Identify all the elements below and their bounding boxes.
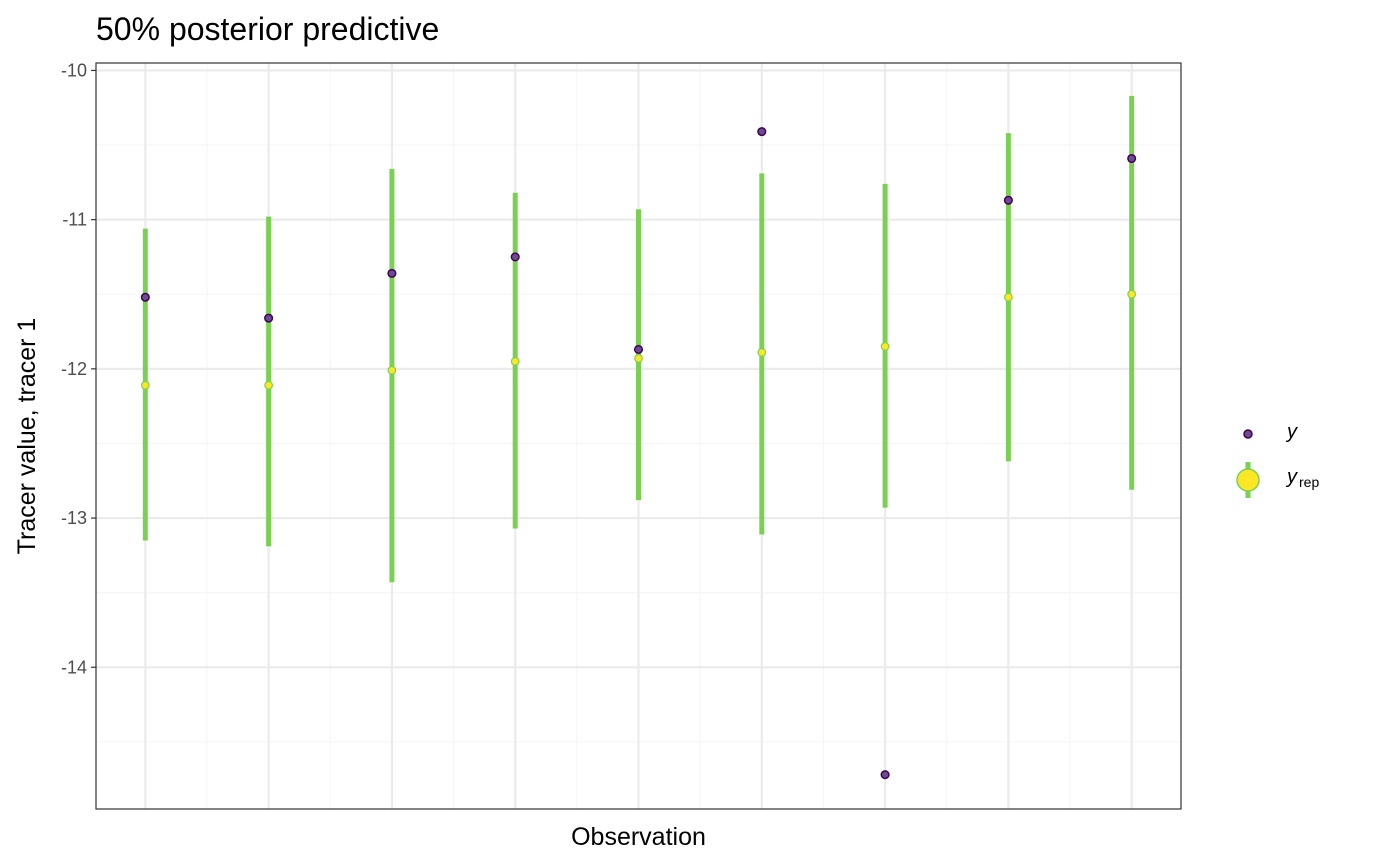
yrep-median-point	[1127, 289, 1137, 299]
legend: yy rep	[1236, 421, 1319, 498]
data-points	[140, 127, 1137, 780]
y-tick-label: -10	[61, 60, 87, 80]
y-observed-point	[1003, 195, 1013, 205]
plot-panel	[95, 62, 1182, 810]
yrep-median-point	[757, 348, 767, 357]
yrep-median-point	[140, 380, 150, 390]
y-observed-point	[264, 313, 274, 323]
yrep-median-point	[387, 365, 397, 375]
y-observed-point	[757, 127, 767, 137]
y-observed-point	[880, 770, 890, 780]
chart-title: 50% posterior predictive	[96, 11, 439, 47]
y-axis-ticks: -10 -11 -12 -13 -14	[61, 60, 96, 677]
x-axis-title: Observation	[571, 823, 706, 851]
legend-yrep-key	[1236, 468, 1260, 492]
y-tick-label: -13	[61, 508, 87, 528]
yrep-median-point	[510, 357, 520, 366]
yrep-median-point	[634, 354, 643, 363]
yrep-median-point	[264, 380, 274, 390]
y-observed-point	[1127, 153, 1137, 164]
legend-y-label: y	[1285, 421, 1298, 443]
y-tick-label: -12	[61, 359, 87, 379]
y-observed-point	[387, 268, 397, 278]
legend-yrep-subscript: rep	[1299, 474, 1319, 490]
y-observed-point	[140, 292, 150, 302]
yrep-median-point	[1003, 292, 1013, 302]
y-tick-label: -11	[62, 210, 87, 230]
y-axis-title: Tracer value, tracer 1	[13, 318, 41, 555]
y-tick-label: -14	[61, 657, 87, 677]
y-observed-point	[633, 344, 644, 355]
y-observed-point	[510, 252, 520, 262]
legend-y-key	[1243, 429, 1253, 439]
legend-yrep-label: y	[1285, 466, 1298, 488]
yrep-median-point	[880, 342, 890, 351]
